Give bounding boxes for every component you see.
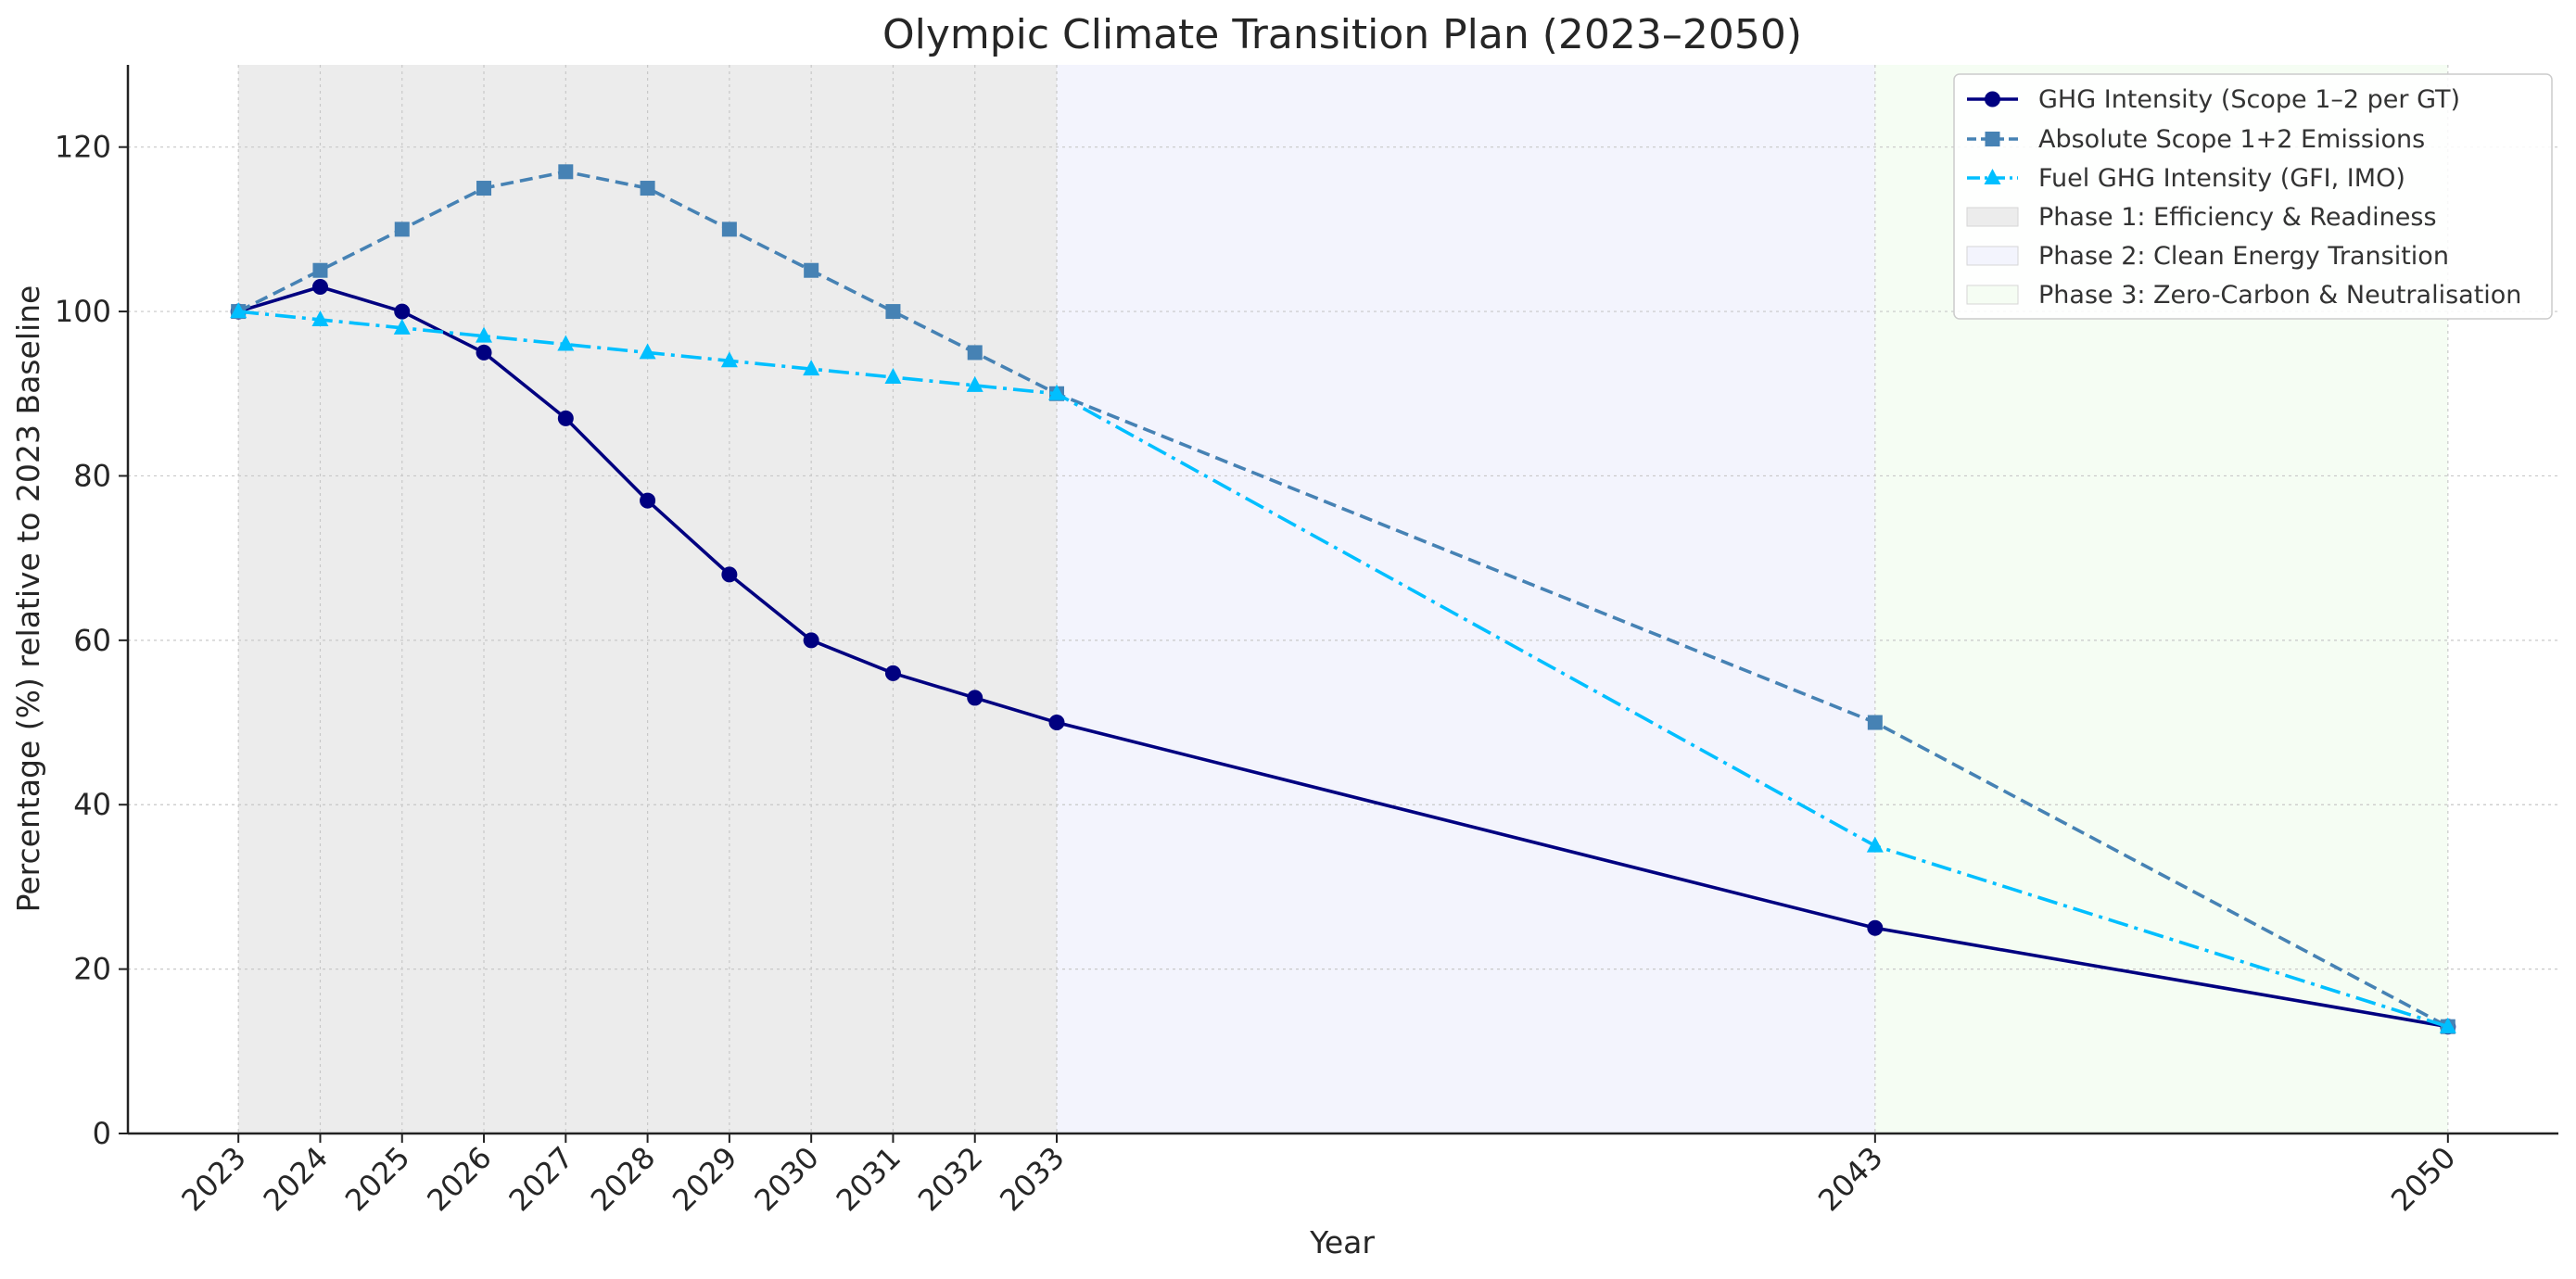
data-point: [721, 222, 737, 237]
data-point: [1048, 715, 1065, 731]
data-point: [640, 492, 656, 509]
data-point: [966, 375, 983, 392]
data-point: [967, 345, 983, 361]
y-tick-label: 60: [73, 623, 111, 658]
data-point: [1867, 715, 1883, 730]
axes: [126, 65, 2558, 1135]
data-point: [803, 360, 820, 376]
data-point: [312, 262, 328, 278]
chart-title: Olympic Climate Transition Plan (2023–20…: [882, 11, 1802, 58]
y-tick-label: 120: [55, 130, 111, 165]
legend-label: Absolute Scope 1+2 Emissions: [2038, 125, 2425, 154]
legend-box: [1953, 73, 2553, 320]
data-point: [476, 181, 492, 196]
data-point: [721, 566, 738, 583]
x-tick-label: 2043: [1811, 1140, 1889, 1218]
legend: GHG Intensity (Scope 1–2 per GT) Absolute…: [1953, 73, 2553, 320]
legend-items: GHG Intensity (Scope 1–2 per GT) Absolute…: [1966, 85, 2521, 310]
y-tick-label: 0: [93, 1116, 111, 1151]
data-point: [720, 351, 738, 368]
data-point: [639, 343, 656, 360]
data-point: [967, 690, 983, 706]
y-tick-label: 40: [73, 787, 111, 822]
data-point: [394, 222, 410, 237]
x-tick-label: 2032: [911, 1140, 989, 1218]
legend-label: Fuel GHG Intensity (GFI, IMO): [2038, 164, 2405, 193]
data-point: [311, 278, 328, 295]
legend-swatch: [1966, 207, 2019, 227]
data-point: [803, 632, 819, 649]
series: [230, 164, 2456, 1035]
data-point: [1866, 836, 1884, 853]
data-point: [884, 368, 902, 385]
x-tick-label: 2031: [830, 1140, 907, 1218]
data-point: [558, 164, 574, 180]
x-tick-label: 2024: [257, 1140, 335, 1218]
data-point: [557, 335, 575, 351]
x-tick-label: 2029: [666, 1140, 743, 1218]
legend-swatch: [1966, 246, 2019, 266]
y-axis-label: Percentage (%) relative to 2023 Baseline: [10, 285, 46, 913]
y-tick-label: 100: [55, 294, 111, 329]
x-axis-label: Year: [1309, 1224, 1375, 1260]
series-3: [230, 302, 2456, 1033]
data-point: [1867, 919, 1884, 936]
data-point: [311, 310, 329, 326]
y-ticks: 0 20 40 60 80 100 120: [55, 130, 128, 1151]
data-point: [476, 326, 493, 343]
x-tick-label: 2028: [584, 1140, 662, 1218]
data-point: [884, 665, 901, 681]
data-point: [2439, 1017, 2456, 1033]
data-point: [230, 302, 247, 319]
y-tick-label: 80: [73, 458, 111, 493]
legend-label: Phase 2: Clean Energy Transition: [2038, 242, 2449, 271]
legend-label: GHG Intensity (Scope 1–2 per GT): [2038, 85, 2460, 114]
x-tick-label: 2050: [2384, 1140, 2462, 1218]
data-point: [804, 262, 819, 278]
data-point: [394, 303, 411, 320]
x-ticks: 2023 2024 2025 2026 2027 2028 2029 2030 2031 2032…: [174, 1133, 2462, 1218]
grid-lines: [128, 65, 2558, 1133]
data-point: [885, 304, 901, 320]
data-point: [640, 181, 655, 196]
x-tick-label: 2025: [338, 1140, 416, 1218]
x-tick-label: 2030: [747, 1140, 825, 1218]
data-point: [476, 344, 492, 361]
legend-label: Phase 3: Zero-Carbon & Neutralisation: [2038, 281, 2521, 310]
phase-band-2: [1057, 65, 1875, 1133]
data-point: [1048, 384, 1066, 400]
x-tick-label: 2023: [174, 1140, 252, 1218]
data-point: [557, 410, 574, 426]
legend-label: Phase 1: Efficiency & Readiness: [2038, 203, 2437, 232]
data-point: [1985, 132, 2000, 146]
y-tick-label: 20: [73, 952, 111, 987]
x-tick-label: 2026: [420, 1140, 498, 1218]
data-point: [393, 318, 411, 335]
data-point: [1985, 91, 2000, 108]
x-tick-label: 2033: [993, 1140, 1071, 1218]
x-tick-label: 2027: [502, 1140, 580, 1218]
data-point: [1984, 169, 2001, 184]
legend-swatch: [1966, 285, 2019, 305]
